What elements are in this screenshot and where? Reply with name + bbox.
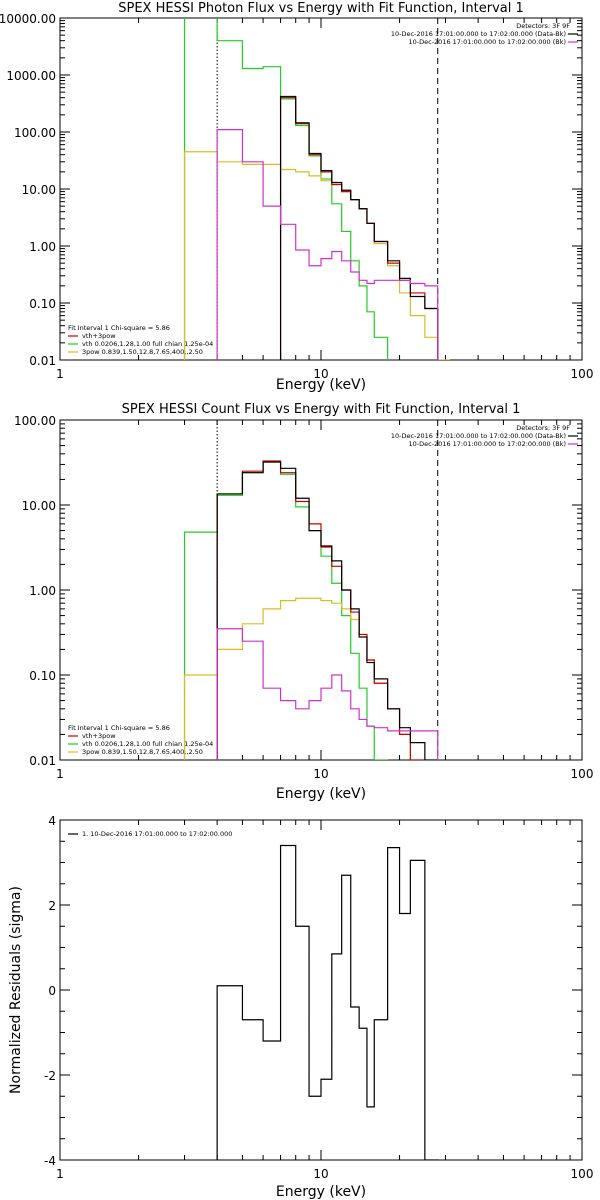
- y-tick-label: 0: [48, 984, 56, 998]
- fit-legend-entry: vth+3pow: [82, 732, 116, 740]
- y-tick-label: 2: [48, 899, 56, 913]
- plot-frame: [59, 17, 583, 361]
- plot-area: [216, 844, 439, 1160]
- count-flux-panel: SPEX HESSI Count Flux vs Energy with Fit…: [14, 402, 593, 802]
- series-bk: [216, 628, 439, 760]
- x-tick-label: 100: [571, 767, 594, 781]
- plot-area: [183, 18, 450, 360]
- x-axis-label: Energy (keV): [276, 786, 366, 802]
- x-tick-label: 1: [56, 367, 64, 381]
- photon-flux-panel: SPEX HESSI Photon Flux vs Energy with Fi…: [0, 1, 593, 393]
- fit-legend-entry: Fit Interval 1 Chi-square = 5.86: [68, 324, 170, 332]
- x-tick-label: 100: [571, 1167, 594, 1181]
- fit-legend-entry: 3pow 0.839,1.50,12.8,7.65,400.,2.50: [82, 748, 203, 756]
- series-residuals: [216, 844, 439, 1160]
- series-vth: [183, 18, 389, 360]
- legend-entry: 10-Dec-2016 17:01:00.000 to 17:02:00.000…: [391, 30, 566, 38]
- y-tick-label: -2: [44, 1069, 56, 1083]
- fit-legend-entry: Fit Interval 1 Chi-square = 5.86: [68, 724, 170, 732]
- y-tick-label: 0.01: [29, 354, 56, 368]
- chart-title: SPEX HESSI Count Flux vs Energy with Fit…: [122, 402, 521, 417]
- plot-frame: [59, 819, 583, 1161]
- x-tick-label: 10: [313, 1167, 328, 1181]
- plot-frame: [59, 419, 583, 761]
- series-vth-3pow: [216, 460, 426, 760]
- series-bk: [216, 129, 439, 360]
- y-tick-label: 100.00: [14, 126, 56, 140]
- fit-legend-entry: vth+3pow: [82, 332, 116, 340]
- detectors-label: Detectors: 3F 9F: [516, 22, 570, 30]
- y-tick-label: 1.00: [29, 584, 56, 598]
- series-data-bk: [216, 461, 439, 760]
- fit-legend-entry: vth 0.0206,1.28,1.00 full chian 1.25e-04: [82, 340, 213, 348]
- fit-legend-entry: vth 0.0206,1.28,1.00 full chian 1.25e-04: [82, 740, 213, 748]
- x-tick-label: 1: [56, 1167, 64, 1181]
- detectors-label: Detectors: 3F 9F: [516, 424, 570, 432]
- series-vth-3pow: [279, 97, 439, 360]
- y-tick-label: 1000.00: [6, 69, 56, 83]
- legend-entry: 1. 10-Dec-2016 17:01:00.000 to 17:02:00.…: [82, 830, 232, 838]
- y-tick-label: 10000.00: [0, 12, 56, 26]
- y-tick-label: 1.00: [29, 240, 56, 254]
- series-data-bk: [279, 95, 439, 360]
- y-tick-label: 4: [48, 814, 56, 828]
- x-axis-label: Energy (keV): [276, 1184, 366, 1200]
- series-vth: [183, 461, 389, 760]
- legend-entry: 10-Dec-2016 17:01:00.000 to 17:02:00.000…: [409, 440, 567, 448]
- y-tick-label: 0.01: [29, 754, 56, 768]
- x-tick-label: 10: [313, 767, 328, 781]
- legend-entry: 10-Dec-2016 17:01:00.000 to 17:02:00.000…: [391, 432, 566, 440]
- residuals-panel: 1 10 100 4 2 0 -2 -4 Energy (keV) Normalized Resi…: [8, 814, 593, 1200]
- plot-area: [183, 420, 439, 760]
- y-tick-label: 10.00: [22, 183, 56, 197]
- x-axis-label: Energy (keV): [276, 377, 366, 393]
- chart-title: SPEX HESSI Photon Flux vs Energy with Fi…: [118, 1, 524, 16]
- series-3pow: [183, 597, 426, 760]
- y-tick-label: 0.10: [29, 669, 56, 683]
- y-tick-label: 100.00: [14, 414, 56, 428]
- fit-legend-entry: 3pow 0.839,1.50,12.8,7.65,400.,2.50: [82, 348, 203, 356]
- y-tick-label: 10.00: [22, 499, 56, 513]
- x-tick-label: 100: [571, 367, 594, 381]
- x-tick-label: 10: [313, 367, 328, 381]
- y-axis-label: Normalized Residuals (sigma): [8, 886, 24, 1094]
- y-tick-label: -4: [44, 1154, 56, 1168]
- legend-entry: 10-Dec-2016 17:01:00.000 to 17:02:00.000…: [409, 38, 567, 46]
- x-tick-label: 1: [56, 767, 64, 781]
- y-tick-label: 0.10: [29, 297, 56, 311]
